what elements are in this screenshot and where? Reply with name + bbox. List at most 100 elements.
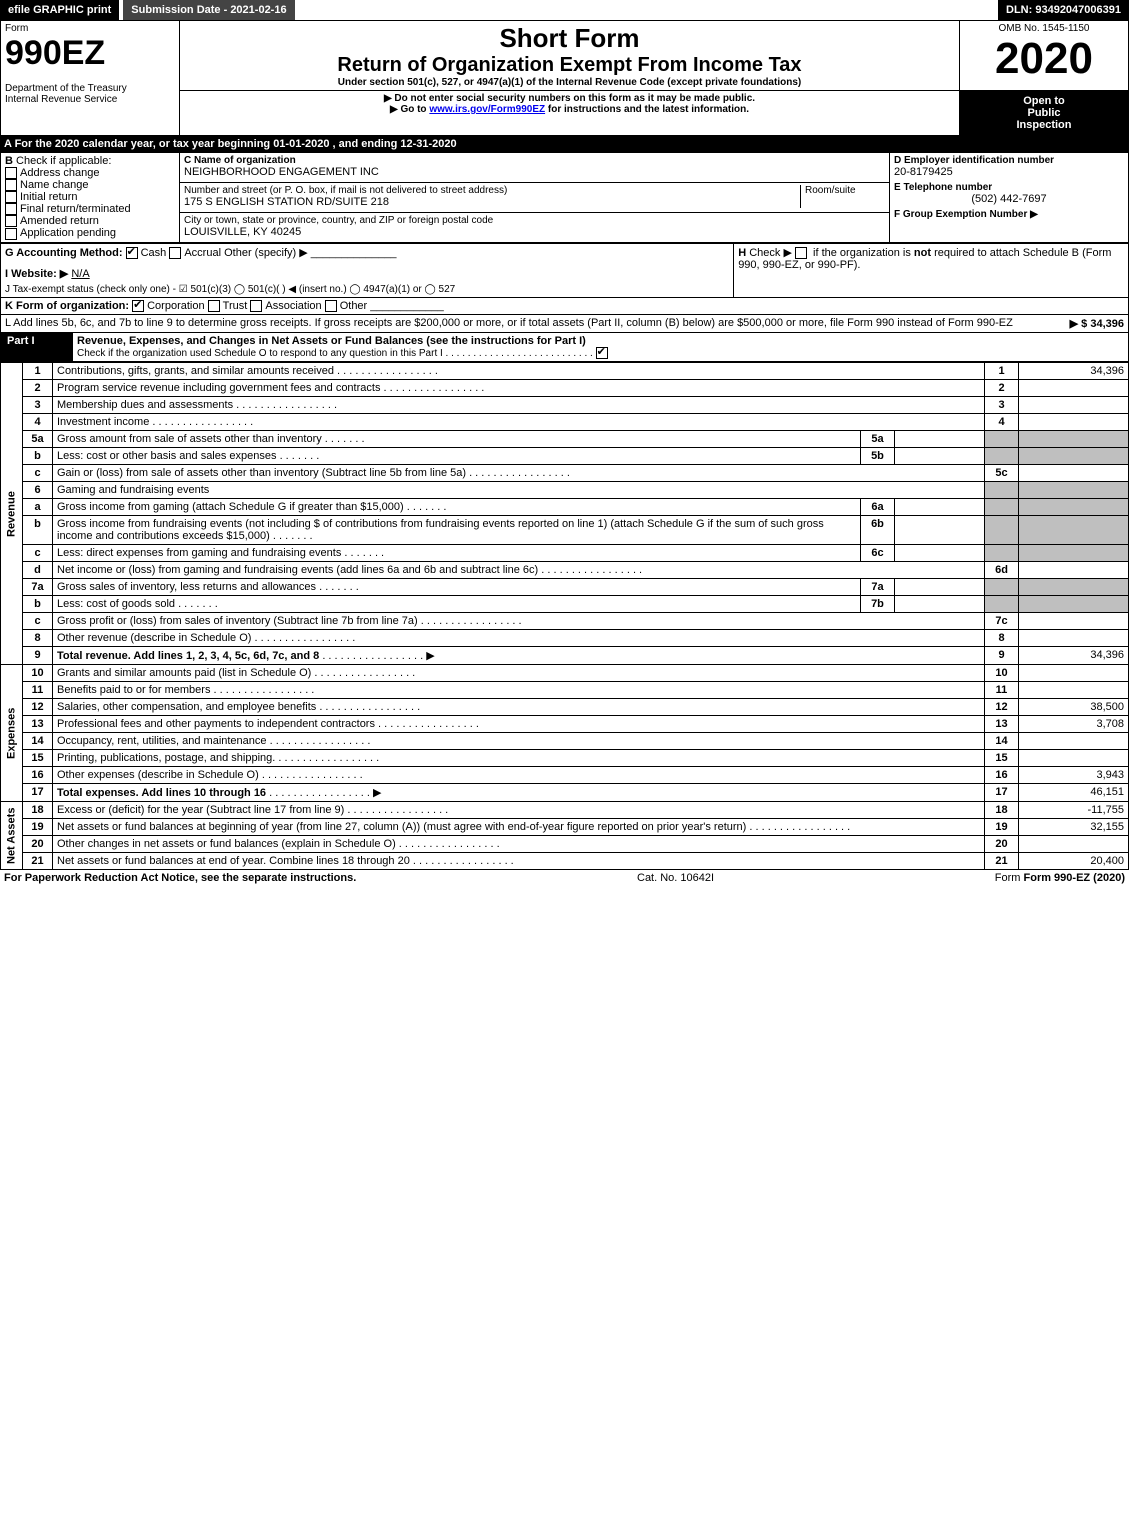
part1-check-o: Check if the organization used Schedule … [77, 348, 611, 359]
cat-no: Cat. No. 10642I [637, 872, 714, 884]
line-row: 17Total expenses. Add lines 10 through 1… [1, 784, 1129, 802]
col-line-number: 14 [985, 733, 1019, 750]
line-number: a [23, 499, 53, 516]
city-label: City or town, state or province, country… [184, 215, 885, 226]
line-number: 8 [23, 630, 53, 647]
col-line-number: 8 [985, 630, 1019, 647]
line-number: 4 [23, 414, 53, 431]
line-number: 20 [23, 836, 53, 853]
cb-assoc[interactable] [250, 300, 262, 312]
open1: Open to [964, 95, 1124, 107]
subline-number: 6a [860, 499, 894, 516]
line-desc: Total expenses. Add lines 10 through 16 … [53, 784, 985, 802]
b-label: B [5, 155, 13, 167]
col-line-number: 5c [985, 465, 1019, 482]
efile-print-btn[interactable]: efile GRAPHIC print [0, 0, 119, 20]
line-row: 2Program service revenue including gover… [1, 380, 1129, 397]
subline-value [894, 516, 984, 545]
omb: OMB No. 1545-1150 [964, 23, 1124, 34]
subline-value [894, 448, 984, 465]
cb-accrual[interactable] [169, 247, 181, 259]
cb-final-return[interactable] [5, 203, 17, 215]
subline-value [894, 431, 984, 448]
line-number: 1 [23, 363, 53, 380]
subline-value [894, 579, 984, 596]
room-suite-label: Room/suite [800, 185, 885, 208]
cb-schedule-o[interactable] [596, 347, 608, 359]
col-line-number: 19 [985, 819, 1019, 836]
line-number: 11 [23, 682, 53, 699]
shaded-cell [985, 482, 1019, 499]
line-desc: Other revenue (describe in Schedule O) .… [53, 630, 985, 647]
lbl-kother: Other [340, 300, 368, 312]
cb-sched-b[interactable] [795, 247, 807, 259]
line-value [1019, 414, 1129, 431]
cb-trust[interactable] [208, 300, 220, 312]
form-word: Form [5, 23, 175, 34]
part1-title: Revenue, Expenses, and Changes in Net As… [77, 335, 586, 347]
cb-address-change[interactable] [5, 167, 17, 179]
line-desc: Occupancy, rent, utilities, and maintena… [53, 733, 985, 750]
line-value [1019, 397, 1129, 414]
line-number: b [23, 448, 53, 465]
line-value [1019, 630, 1129, 647]
instructions-link-line: ▶ Go to www.irs.gov/Form990EZ for instru… [184, 104, 955, 115]
lbl-initial-return: Initial return [20, 191, 77, 203]
line-value: 46,151 [1019, 784, 1129, 802]
cb-cash[interactable] [126, 247, 138, 259]
shaded-cell [1019, 482, 1129, 499]
lbl-other-method: Other (specify) ▶ [224, 247, 308, 259]
line-row: 12Salaries, other compensation, and empl… [1, 699, 1129, 716]
goto-suffix: for instructions and the latest informat… [548, 104, 749, 115]
line-desc: Gain or (loss) from sale of assets other… [53, 465, 985, 482]
open3: Inspection [964, 119, 1124, 131]
subline-value [894, 499, 984, 516]
cb-pending[interactable] [5, 228, 17, 240]
line-value: 34,396 [1019, 647, 1129, 665]
i-label: I Website: ▶ [5, 268, 68, 280]
line-number: c [23, 545, 53, 562]
open2: Public [964, 107, 1124, 119]
cb-corp[interactable] [132, 300, 144, 312]
col-line-number: 17 [985, 784, 1019, 802]
line-desc: Net income or (loss) from gaming and fun… [53, 562, 985, 579]
identity-block: B Check if applicable: Address change Na… [0, 152, 1129, 243]
col-line-number: 4 [985, 414, 1019, 431]
cb-amended[interactable] [5, 215, 17, 227]
line-desc: Membership dues and assessments . . . . … [53, 397, 985, 414]
shaded-cell [1019, 579, 1129, 596]
shaded-cell [985, 431, 1019, 448]
submission-date: Submission Date - 2021-02-16 [123, 0, 294, 20]
line-desc: Gaming and fundraising events [53, 482, 985, 499]
line-number: c [23, 613, 53, 630]
line-desc: Other changes in net assets or fund bala… [53, 836, 985, 853]
line-row: cLess: direct expenses from gaming and f… [1, 545, 1129, 562]
ein: 20-8179425 [894, 166, 1124, 178]
line-desc: Gross income from gaming (attach Schedul… [53, 499, 861, 516]
line-row: 16Other expenses (describe in Schedule O… [1, 767, 1129, 784]
line-row: 7aGross sales of inventory, less returns… [1, 579, 1129, 596]
cb-kother[interactable] [325, 300, 337, 312]
irs-link[interactable]: www.irs.gov/Form990EZ [429, 104, 545, 115]
cb-initial-return[interactable] [5, 191, 17, 203]
website-value: N/A [71, 268, 89, 280]
e-phone-label: E Telephone number [894, 182, 1124, 193]
subline-value [894, 596, 984, 613]
line-desc: Less: direct expenses from gaming and fu… [53, 545, 861, 562]
form-header: Form 990EZ Department of the Treasury In… [0, 20, 1129, 136]
irs-label: Internal Revenue Service [5, 94, 175, 105]
f-group-label: F Group Exemption Number ▶ [894, 209, 1124, 220]
line-row: cGain or (loss) from sale of assets othe… [1, 465, 1129, 482]
short-form-title: Short Form [184, 23, 955, 54]
line-number: 16 [23, 767, 53, 784]
part1-table: Revenue1Contributions, gifts, grants, an… [0, 362, 1129, 870]
c-name-label: C Name of organization [184, 155, 885, 166]
col-line-number: 21 [985, 853, 1019, 870]
shaded-cell [985, 545, 1019, 562]
lbl-trust: Trust [223, 300, 248, 312]
line-row: Revenue1Contributions, gifts, grants, an… [1, 363, 1129, 380]
line-desc: Professional fees and other payments to … [53, 716, 985, 733]
line-row: 6Gaming and fundraising events [1, 482, 1129, 499]
phone: (502) 442-7697 [894, 193, 1124, 205]
cb-name-change[interactable] [5, 179, 17, 191]
